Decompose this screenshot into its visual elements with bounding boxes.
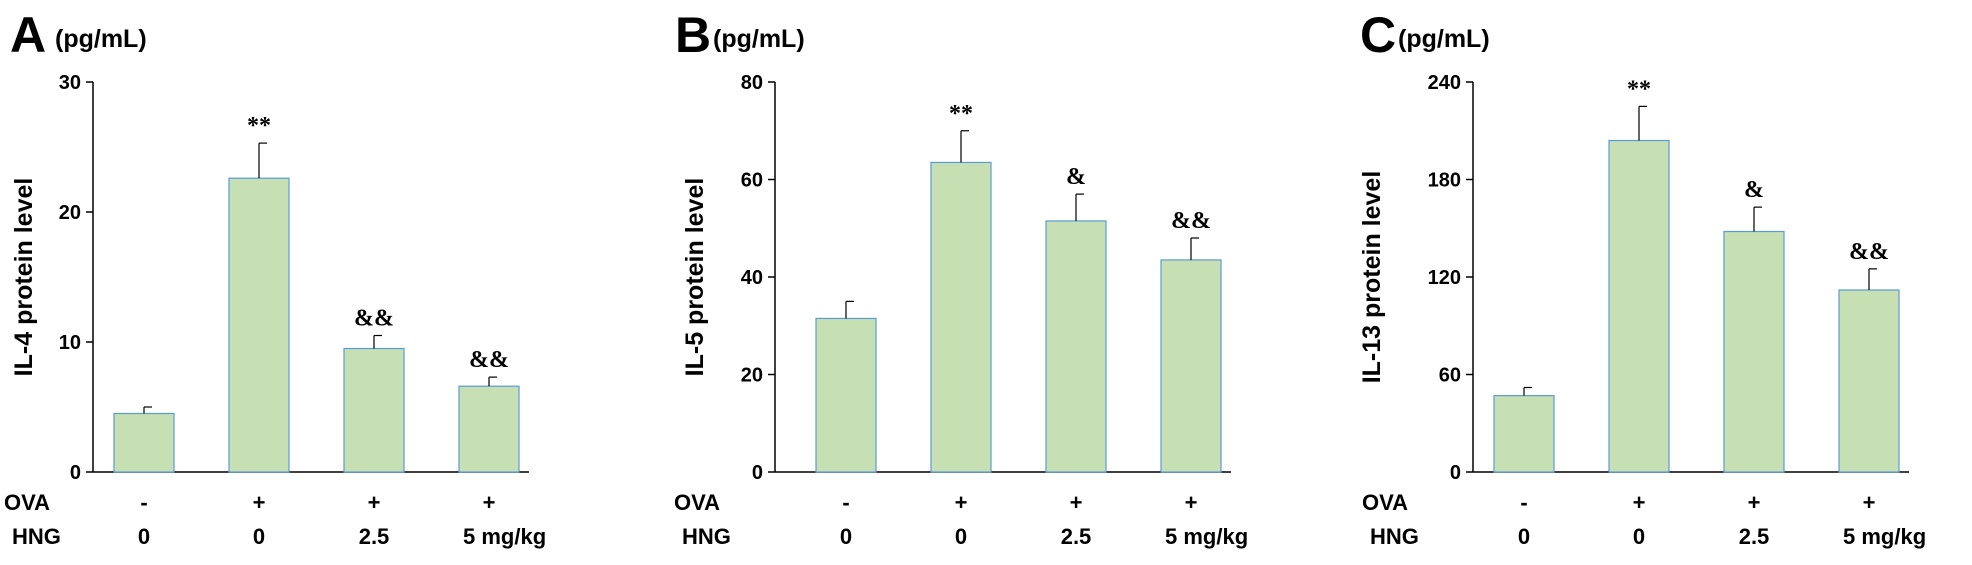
hng-value: 0 bbox=[1633, 524, 1645, 549]
hng-value: 0 bbox=[253, 524, 265, 549]
significance-label: ** bbox=[949, 101, 973, 127]
bar bbox=[113, 412, 175, 473]
significance-label: ** bbox=[247, 113, 271, 139]
chart-panel-c: C (pg/mL) IL-13 protein level 0 60 120 180 240 -… bbox=[1358, 7, 1926, 549]
y-tick-label: 0 bbox=[70, 462, 81, 484]
hng-row-label: HNG bbox=[12, 524, 61, 549]
unit-label: (pg/mL) bbox=[1398, 25, 1490, 53]
chart-panel-a: A (pg/mL) IL-4 protein level 0 10 20 30 - 0 ** +0 &… bbox=[4, 7, 546, 549]
hng-value: 0 bbox=[1518, 524, 1530, 549]
ova-value: + bbox=[955, 490, 968, 515]
significance-label: & bbox=[1066, 164, 1086, 190]
y-axis-label: IL-4 protein level bbox=[10, 178, 38, 377]
y-tick-label: 30 bbox=[59, 72, 81, 94]
hng-value: 0 bbox=[955, 524, 967, 549]
y-tick-label: 180 bbox=[1428, 170, 1461, 192]
y-tick-label: 0 bbox=[1450, 462, 1461, 484]
hng-value: 2.5 bbox=[359, 524, 390, 549]
hng-value: 5 mg/kg bbox=[1843, 524, 1926, 549]
significance-label: ** bbox=[1627, 76, 1651, 102]
ova-value: + bbox=[1748, 490, 1761, 515]
y-tick-label: 60 bbox=[741, 170, 763, 192]
hng-value: 0 bbox=[840, 524, 852, 549]
ova-value: - bbox=[140, 490, 147, 515]
ova-row-label: OVA bbox=[4, 490, 50, 515]
bar bbox=[1160, 259, 1222, 473]
ova-value: + bbox=[483, 490, 496, 515]
ova-value: + bbox=[1863, 490, 1876, 515]
significance-label: && bbox=[1849, 239, 1889, 265]
y-tick-label: 10 bbox=[59, 332, 81, 354]
ova-row-label: OVA bbox=[674, 490, 720, 515]
bar bbox=[815, 317, 877, 473]
unit-label: (pg/mL) bbox=[713, 25, 805, 53]
panel-letter: A bbox=[10, 7, 46, 63]
bar bbox=[1838, 289, 1900, 473]
y-tick-label: 80 bbox=[741, 72, 763, 94]
bar bbox=[1723, 230, 1785, 473]
hng-value: 2.5 bbox=[1061, 524, 1092, 549]
y-tick-label: 240 bbox=[1428, 72, 1461, 94]
y-axis-label: IL-13 protein level bbox=[1358, 171, 1386, 384]
significance-label: && bbox=[354, 306, 394, 332]
bar bbox=[343, 347, 405, 473]
ova-value: + bbox=[1070, 490, 1083, 515]
y-tick-label: 60 bbox=[1439, 365, 1461, 387]
hng-row-label: HNG bbox=[682, 524, 731, 549]
y-tick-label: 120 bbox=[1428, 267, 1461, 289]
y-tick-label: 40 bbox=[741, 267, 763, 289]
ova-value: - bbox=[842, 490, 849, 515]
bar bbox=[1493, 395, 1555, 473]
bar bbox=[1045, 220, 1107, 473]
y-tick-label: 20 bbox=[741, 365, 763, 387]
ova-row-label: OVA bbox=[1362, 490, 1408, 515]
significance-label: & bbox=[1744, 177, 1764, 203]
bar bbox=[1608, 139, 1670, 473]
bar bbox=[930, 161, 992, 473]
ova-value: + bbox=[368, 490, 381, 515]
unit-label: (pg/mL) bbox=[55, 25, 147, 53]
significance-label: && bbox=[469, 347, 509, 373]
y-tick-label: 0 bbox=[752, 462, 763, 484]
hng-value: 2.5 bbox=[1739, 524, 1770, 549]
hng-value: 5 mg/kg bbox=[463, 524, 546, 549]
y-axis-label: IL-5 protein level bbox=[681, 178, 709, 377]
y-tick-label: 20 bbox=[59, 202, 81, 224]
ova-value: + bbox=[1633, 490, 1646, 515]
hng-value: 5 mg/kg bbox=[1165, 524, 1248, 549]
ova-value: + bbox=[1185, 490, 1198, 515]
panel-letter: B bbox=[675, 7, 711, 63]
ova-value: + bbox=[253, 490, 266, 515]
hng-value: 0 bbox=[138, 524, 150, 549]
significance-label: && bbox=[1171, 208, 1211, 234]
chart-panel-b: B (pg/mL) IL-5 protein level 0 20 40 60 80 - 0 ** +… bbox=[674, 7, 1248, 549]
bar bbox=[458, 385, 520, 473]
bar bbox=[228, 177, 290, 473]
ova-value: - bbox=[1520, 490, 1527, 515]
panel-letter: C bbox=[1360, 7, 1396, 63]
hng-row-label: HNG bbox=[1370, 524, 1419, 549]
